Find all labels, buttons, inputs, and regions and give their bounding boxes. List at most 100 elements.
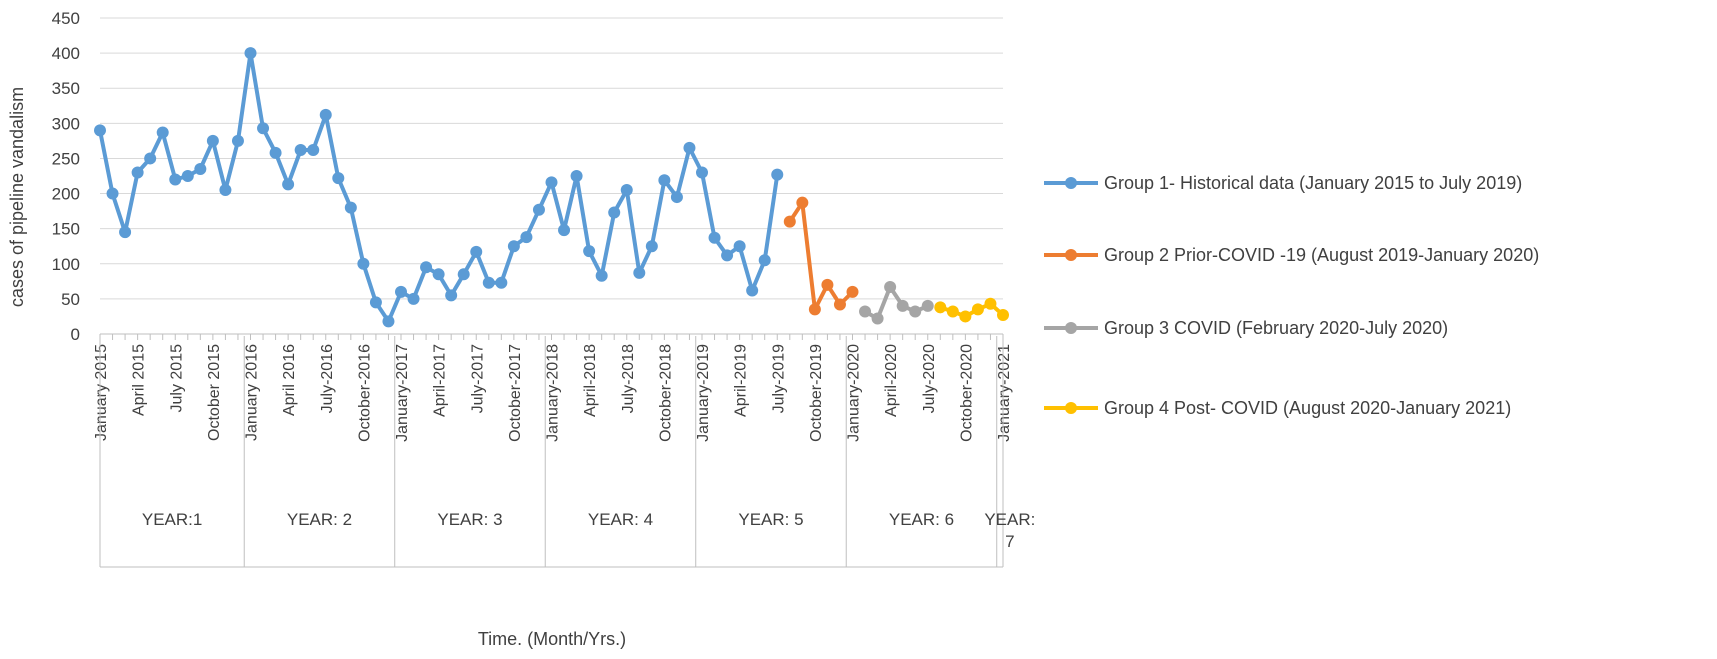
- data-point: [645, 240, 658, 253]
- data-point: [921, 299, 934, 312]
- data-point: [796, 196, 809, 209]
- data-point: [206, 134, 219, 147]
- legend-label: Group 3 COVID (February 2020-July 2020): [1104, 318, 1448, 338]
- data-point: [583, 245, 596, 258]
- data-point: [319, 108, 332, 121]
- data-point: [231, 134, 244, 147]
- data-point: [106, 187, 119, 200]
- data-point: [595, 269, 608, 282]
- data-point: [934, 301, 947, 314]
- series-lines: [94, 47, 1009, 328]
- data-point: [119, 226, 132, 239]
- data-point: [495, 276, 508, 289]
- x-tick-label: October-2017: [507, 344, 524, 442]
- y-tick-label: 200: [52, 185, 80, 204]
- year-label: YEAR: 5: [738, 510, 803, 529]
- data-point: [532, 203, 545, 216]
- gridlines: [100, 17, 1003, 335]
- data-point: [997, 309, 1009, 322]
- y-axis-ticks: 0 50 100 150 200 250 300 350 400 450: [52, 9, 80, 344]
- series-line: [787, 200, 855, 312]
- y-tick-label: 0: [71, 325, 80, 344]
- x-tick-label: January-2020: [846, 344, 863, 442]
- y-tick-label: 350: [52, 79, 80, 98]
- data-point: [946, 305, 959, 318]
- data-point: [570, 170, 583, 182]
- legend-swatch-marker: [1065, 402, 1077, 414]
- x-tick-label: October-2020: [958, 344, 975, 442]
- data-point: [307, 144, 320, 157]
- x-tick-label: January-2021: [996, 344, 1013, 442]
- data-point: [457, 268, 470, 281]
- data-point: [846, 285, 859, 298]
- y-axis-title: cases of pipeline vandalism: [7, 87, 27, 307]
- data-point: [859, 305, 872, 318]
- y-tick-label: 250: [52, 149, 80, 168]
- data-point: [432, 268, 445, 281]
- x-tick-label: April-2017: [432, 344, 449, 417]
- year-label: YEAR: 2: [287, 510, 352, 529]
- data-point: [369, 296, 382, 309]
- data-point: [708, 231, 721, 244]
- data-point: [282, 178, 295, 191]
- data-point: [194, 162, 207, 175]
- data-point: [445, 289, 458, 302]
- data-point: [244, 47, 257, 60]
- x-tick-label: April-2019: [733, 344, 750, 417]
- data-point: [94, 124, 106, 137]
- series-line: [98, 51, 780, 324]
- legend-label: Group 4 Post- COVID (August 2020-January…: [1104, 398, 1511, 418]
- data-point: [746, 284, 759, 297]
- year-label: YEAR:1: [142, 510, 202, 529]
- x-tick-label: April-2020: [883, 344, 900, 417]
- legend-label: Group 2 Prior-COVID -19 (August 2019-Jan…: [1104, 245, 1539, 265]
- data-point: [382, 315, 395, 328]
- data-point: [721, 249, 734, 262]
- year-label: YEAR: 4: [588, 510, 653, 529]
- data-point: [332, 172, 345, 185]
- y-tick-label: 150: [52, 220, 80, 239]
- year-label: YEAR: 6: [889, 510, 954, 529]
- year-label: YEAR:: [984, 510, 1035, 529]
- data-point: [144, 152, 157, 165]
- data-point: [620, 184, 633, 197]
- year-label: YEAR: 3: [437, 510, 502, 529]
- x-tick-label: April-2018: [582, 344, 599, 417]
- x-tick-label: July 2015: [168, 344, 185, 413]
- x-tick-label: January-2017: [394, 344, 411, 442]
- x-tick-label: July-2020: [921, 344, 938, 413]
- legend-item: Group 2 Prior-COVID -19 (August 2019-Jan…: [1044, 245, 1539, 265]
- data-point: [131, 166, 144, 179]
- legend-swatch-marker: [1065, 177, 1077, 189]
- series-2: [783, 196, 859, 316]
- data-point: [558, 224, 571, 237]
- data-point: [507, 240, 520, 253]
- data-point: [545, 176, 558, 189]
- data-point: [269, 146, 282, 159]
- x-tick-label: July-2018: [620, 344, 637, 413]
- year-label: 7: [1005, 532, 1014, 551]
- x-tick-label: April 2016: [281, 344, 298, 416]
- legend-item: Group 3 COVID (February 2020-July 2020): [1044, 318, 1448, 338]
- data-point: [407, 292, 420, 305]
- x-tick-label: October-2019: [808, 344, 825, 442]
- data-point: [181, 170, 194, 182]
- y-tick-label: 300: [52, 114, 80, 133]
- x-axis-title: Time. (Month/Yrs.): [478, 629, 626, 649]
- year-group-axis: YEAR:1 YEAR: 2 YEAR: 3 YEAR: 4 YEAR: 5 YEAR: …: [99, 336, 1035, 568]
- x-axis: [99, 333, 1004, 340]
- legend-swatch-marker: [1065, 322, 1077, 334]
- x-tick-label: January-2018: [545, 344, 562, 442]
- x-tick-label: July-2016: [319, 344, 336, 413]
- data-point: [696, 166, 708, 179]
- data-point: [833, 298, 846, 311]
- legend: Group 1- Historical data (January 2015 t…: [1044, 173, 1539, 418]
- y-tick-label: 400: [52, 44, 80, 63]
- x-tick-label: October-2016: [356, 344, 373, 442]
- data-point: [470, 245, 483, 258]
- data-point: [683, 141, 696, 154]
- data-point: [821, 278, 834, 291]
- data-point: [959, 310, 972, 323]
- x-tick-label: July-2019: [770, 344, 787, 413]
